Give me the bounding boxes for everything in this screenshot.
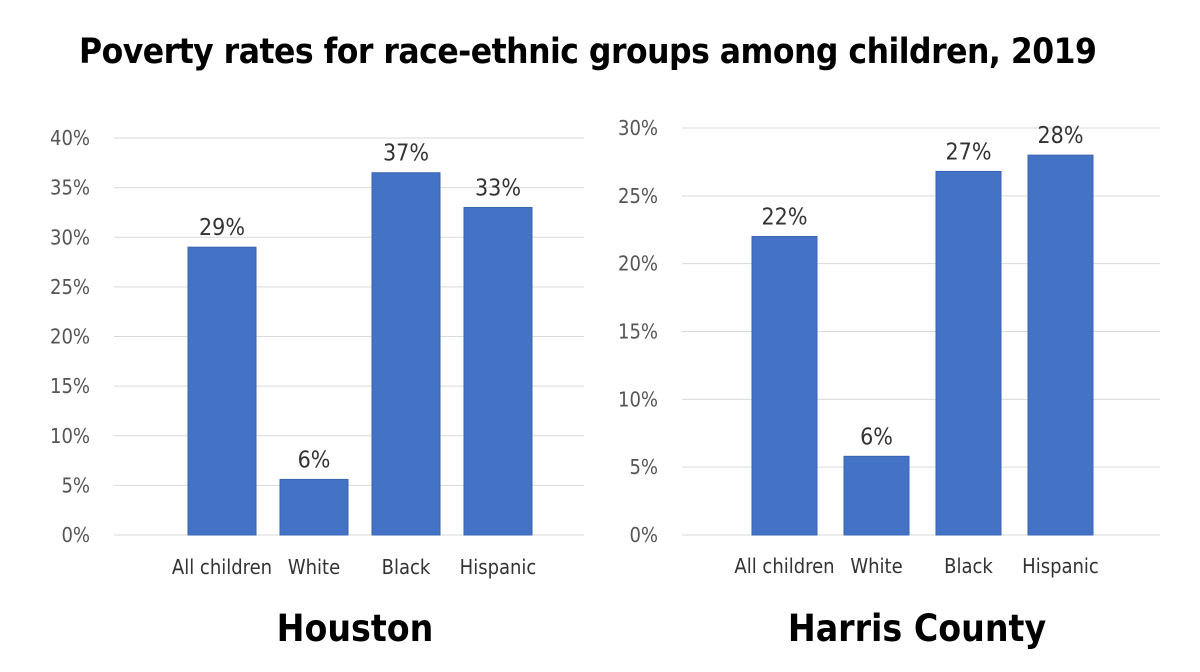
harris-county-category-label: Black bbox=[944, 554, 993, 578]
houston-y-tick-label: 0% bbox=[61, 523, 90, 547]
harris-county-category-label: Hispanic bbox=[1022, 554, 1099, 578]
harris-county-y-tick-label: 0% bbox=[629, 523, 658, 547]
houston-y-tick-label: 35% bbox=[50, 176, 90, 200]
harris-county-bar bbox=[935, 170, 1002, 536]
houston-chart-title: Houston bbox=[277, 607, 434, 650]
houston-category-label: Black bbox=[382, 555, 431, 579]
harris-county-bar bbox=[843, 455, 910, 536]
houston-y-tick-label: 30% bbox=[50, 225, 90, 249]
harris-county-data-label: 6% bbox=[860, 424, 893, 450]
houston-chart-panel: 0% 5% 10% 15% 20% 25% 30% 35% 40% 29% All children… bbox=[50, 126, 584, 650]
harris-county-chart-title: Harris County bbox=[788, 607, 1047, 650]
harris-county-y-tick-label: 15% bbox=[618, 320, 658, 344]
harris-county-category-label: White bbox=[850, 554, 902, 578]
houston-y-tick-label: 10% bbox=[50, 424, 90, 448]
houston-data-label: 33% bbox=[475, 175, 521, 201]
houston-y-tick-label: 40% bbox=[50, 126, 90, 150]
harris-county-data-label: 28% bbox=[1038, 123, 1084, 149]
houston-category-label: Hispanic bbox=[460, 555, 537, 579]
harris-county-category-label: All children bbox=[734, 554, 834, 578]
chart-main-title: Poverty rates for race-ethnic groups amo… bbox=[79, 32, 1097, 72]
houston-y-tick-label: 20% bbox=[50, 325, 90, 349]
harris-county-y-tick-label: 5% bbox=[629, 455, 658, 479]
harris-county-data-label: 27% bbox=[946, 139, 992, 165]
houston-y-tick-label: 15% bbox=[50, 374, 90, 398]
harris-county-y-tick-label: 25% bbox=[618, 184, 658, 208]
harris-county-chart-panel: 0% 5% 10% 15% 20% 25% 30% 22% All children 6% Whit… bbox=[618, 116, 1160, 650]
harris-county-bar bbox=[751, 236, 818, 536]
harris-county-y-tick-label: 30% bbox=[618, 116, 658, 140]
houston-y-tick-label: 25% bbox=[50, 275, 90, 299]
houston-bar bbox=[463, 206, 533, 536]
harris-county-bar bbox=[1027, 154, 1094, 536]
harris-county-y-tick-label: 20% bbox=[618, 252, 658, 276]
houston-data-label: 6% bbox=[298, 447, 331, 473]
houston-data-label: 37% bbox=[383, 141, 429, 167]
houston-data-label: 29% bbox=[199, 215, 245, 241]
houston-bar bbox=[371, 172, 441, 536]
houston-bar bbox=[279, 478, 349, 536]
houston-bar bbox=[187, 246, 257, 536]
houston-category-label: White bbox=[288, 555, 340, 579]
houston-category-label: All children bbox=[172, 555, 272, 579]
harris-county-data-label: 22% bbox=[762, 205, 808, 231]
houston-y-tick-label: 5% bbox=[61, 473, 90, 497]
harris-county-y-tick-label: 10% bbox=[618, 387, 658, 411]
